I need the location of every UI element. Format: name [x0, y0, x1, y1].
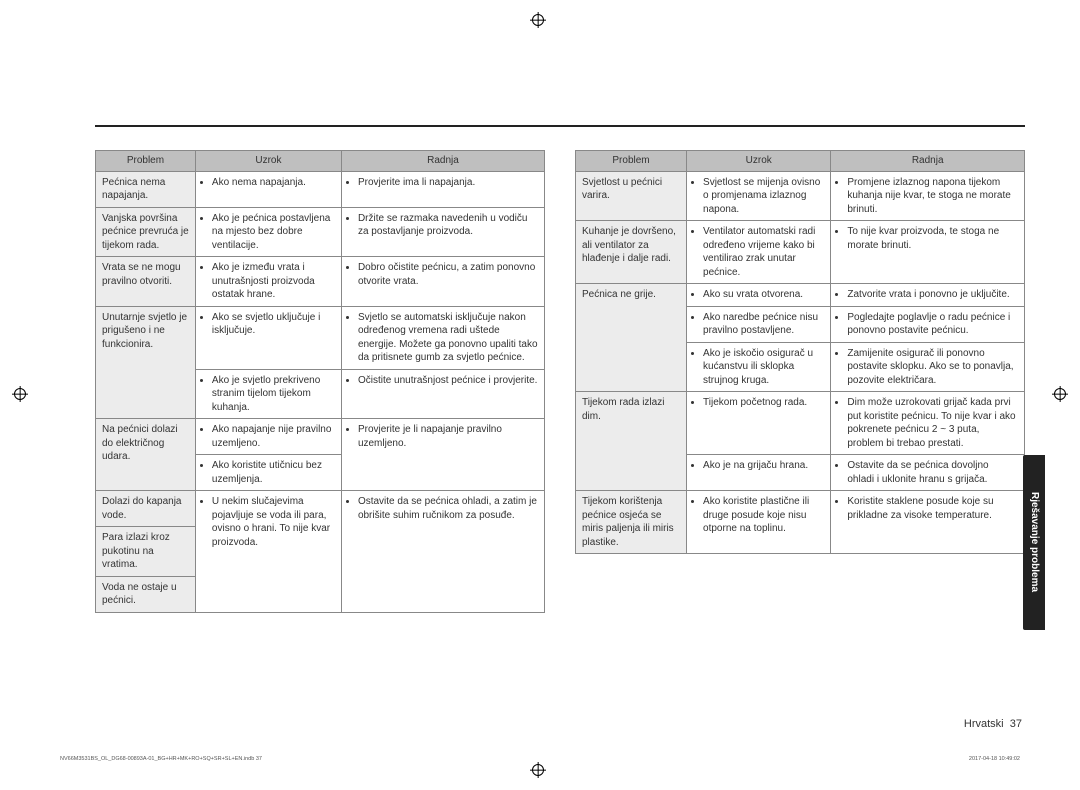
cause-cell: Ako naredbe pećnice nisu pravilno postav… [687, 306, 831, 342]
cause-cell: Ako koristite plastične ili druge posude… [687, 491, 831, 554]
col-header-cause: Uzrok [195, 151, 341, 172]
problem-cell: Vrata se ne mogu pravilno otvoriti. [96, 257, 196, 307]
problem-cell: Dolazi do kapanja vode. [96, 491, 196, 527]
action-cell: Očistite unutrašnjost pećnice i provjeri… [341, 369, 544, 419]
table-row: Vanjska površina pećnice prevruća je tij… [96, 207, 545, 257]
table-row: Svjetlost u pećnici varira. Svjetlost se… [576, 171, 1025, 221]
action-cell: Ostavite da se pećnica ohladi, a zatim j… [341, 491, 544, 613]
left-column: Problem Uzrok Radnja Pećnica nema napaja… [95, 95, 545, 613]
table-header-row: Problem Uzrok Radnja [96, 151, 545, 172]
col-header-problem: Problem [576, 151, 687, 172]
action-cell: Koristite staklene posude koje su prikla… [831, 491, 1025, 554]
action-cell: Ostavite da se pećnica dovoljno ohladi i… [831, 455, 1025, 491]
table-row: Na pećnici dolazi do električnog udara. … [96, 419, 545, 455]
table-row: Pećnica nema napajanja. Ako nema napajan… [96, 171, 545, 207]
action-cell: Zamijenite osigurač ili ponovno postavit… [831, 342, 1025, 392]
cause-cell: Ako je iskočio osigurač u kućanstvu ili … [687, 342, 831, 392]
action-cell: Dim može uzrokovati grijač kada prvi put… [831, 392, 1025, 455]
col-header-action: Radnja [341, 151, 544, 172]
footer-filename: NV66M3531BS_OL_DG68-00893A-01_BG+HR+MK+R… [60, 756, 262, 762]
top-rule [95, 125, 1025, 127]
problem-cell: Voda ne ostaje u pećnici. [96, 576, 196, 612]
footer-timestamp: 2017-04-18 10:49:02 [969, 756, 1020, 762]
table-row: Tijekom korištenja pećnice osjeća se mir… [576, 491, 1025, 554]
cause-cell: Ako su vrata otvorena. [687, 284, 831, 307]
cause-cell: Ako je između vrata i unutrašnjosti proi… [195, 257, 341, 307]
col-header-action: Radnja [831, 151, 1025, 172]
problem-cell: Tijekom rada izlazi dim. [576, 392, 687, 491]
cause-cell: Ako je svjetlo prekriveno stranim tijelo… [195, 369, 341, 419]
table-row: Tijekom rada izlazi dim. Tijekom početno… [576, 392, 1025, 455]
action-cell: Provjerite ima li napajanja. [341, 171, 544, 207]
problem-cell: Unutarnje svjetlo je prigušeno i ne funk… [96, 306, 196, 419]
page-content: Problem Uzrok Radnja Pećnica nema napaja… [0, 0, 1080, 613]
registration-mark-top [532, 14, 544, 26]
problem-cell: Kuhanje je dovršeno, ali ventilator za h… [576, 221, 687, 284]
section-tab: Rješavanje problema [1023, 455, 1045, 630]
action-cell: Provjerite je li napajanje pravilno uzem… [341, 419, 544, 491]
registration-mark-bottom [532, 764, 544, 776]
table-row: Kuhanje je dovršeno, ali ventilator za h… [576, 221, 1025, 284]
col-header-cause: Uzrok [687, 151, 831, 172]
footer-page-number: 37 [1010, 718, 1022, 730]
problem-cell: Na pećnici dolazi do električnog udara. [96, 419, 196, 491]
cause-cell: Ako koristite utičnicu bez uzemljenja. [195, 455, 341, 491]
problem-cell: Tijekom korištenja pećnice osjeća se mir… [576, 491, 687, 554]
footer-language-page: Hrvatski 37 [964, 718, 1022, 730]
action-cell: Zatvorite vrata i ponovno je uključite. [831, 284, 1025, 307]
problem-cell: Svjetlost u pećnici varira. [576, 171, 687, 221]
cause-cell: Ako nema napajanja. [195, 171, 341, 207]
table-row: Unutarnje svjetlo je prigušeno i ne funk… [96, 306, 545, 369]
col-header-problem: Problem [96, 151, 196, 172]
registration-mark-right [1054, 388, 1066, 400]
footer-language: Hrvatski [964, 718, 1004, 730]
table-row: Pećnica ne grije. Ako su vrata otvorena.… [576, 284, 1025, 307]
cause-cell: Ako je na grijaču hrana. [687, 455, 831, 491]
table-header-row: Problem Uzrok Radnja [576, 151, 1025, 172]
action-cell: Svjetlo se automatski isključuje nakon o… [341, 306, 544, 369]
troubleshooting-table-left: Problem Uzrok Radnja Pećnica nema napaja… [95, 150, 545, 613]
action-cell: Pogledajte poglavlje o radu pećnice i po… [831, 306, 1025, 342]
cause-cell: Ako je pećnica postavljena na mjesto bez… [195, 207, 341, 257]
action-cell: Promjene izlaznog napona tijekom kuhanja… [831, 171, 1025, 221]
cause-cell: Svjetlost se mijenja ovisno o promjenama… [687, 171, 831, 221]
problem-cell: Pećnica ne grije. [576, 284, 687, 392]
table-row: Vrata se ne mogu pravilno otvoriti. Ako … [96, 257, 545, 307]
right-column: Problem Uzrok Radnja Svjetlost u pećnici… [575, 95, 1025, 613]
action-cell: Držite se razmaka navedenih u vodiču za … [341, 207, 544, 257]
cause-cell: Ako napajanje nije pravilno uzemljeno. [195, 419, 341, 455]
cause-cell: Tijekom početnog rada. [687, 392, 831, 455]
action-cell: To nije kvar proizvoda, te stoga ne mora… [831, 221, 1025, 284]
problem-cell: Pećnica nema napajanja. [96, 171, 196, 207]
troubleshooting-table-right: Problem Uzrok Radnja Svjetlost u pećnici… [575, 150, 1025, 554]
action-cell: Dobro očistite pećnicu, a zatim ponovno … [341, 257, 544, 307]
problem-cell: Para izlazi kroz pukotinu na vratima. [96, 527, 196, 577]
registration-mark-left [14, 388, 26, 400]
problem-cell: Vanjska površina pećnice prevruća je tij… [96, 207, 196, 257]
cause-cell: Ventilator automatski radi određeno vrij… [687, 221, 831, 284]
cause-cell: Ako se svjetlo uključuje i isključuje. [195, 306, 341, 369]
table-row: Dolazi do kapanja vode. U nekim slučajev… [96, 491, 545, 527]
cause-cell: U nekim slučajevima pojavljuje se voda i… [195, 491, 341, 613]
